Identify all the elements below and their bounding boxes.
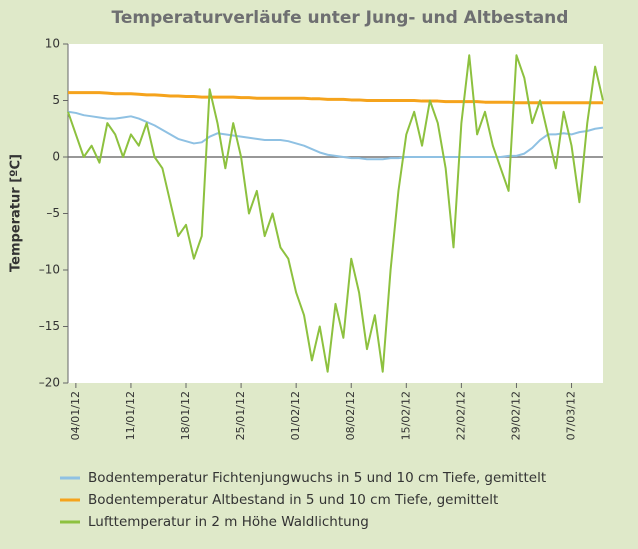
x-tick-label: 04/01/12 [69, 391, 82, 440]
x-tick-label: 18/01/12 [179, 391, 192, 440]
y-tick-label: –10 [39, 263, 60, 277]
legend-label: Bodentemperatur Altbestand in 5 und 10 c… [88, 492, 498, 508]
series-line [67, 110, 604, 161]
y-axis-label: Temperatur [ºC] [9, 154, 24, 272]
y-tick-label: 0 [52, 150, 60, 164]
series-line [67, 54, 604, 373]
x-tick-label: 11/01/12 [124, 391, 137, 440]
y-tick-label: 10 [45, 37, 60, 51]
y-tick-label: 5 [52, 93, 60, 107]
x-tick-label: 25/01/12 [234, 391, 247, 440]
legend-label: Bodentemperatur Fichtenjungwuchs in 5 un… [88, 470, 546, 486]
x-tick-label: 01/02/12 [289, 391, 302, 440]
y-tick-label: –15 [39, 319, 60, 333]
legend-label: Lufttemperatur in 2 m Höhe Waldlichtung [88, 514, 369, 530]
x-tick-label: 15/02/12 [399, 391, 412, 440]
y-tick-label: –5 [46, 206, 60, 220]
y-tick-label: –20 [39, 376, 60, 390]
x-tick-label: 29/02/12 [509, 391, 522, 440]
x-tick-label: 08/02/12 [344, 391, 357, 440]
x-tick-label: 07/03/12 [565, 391, 578, 440]
chart-title: Temperaturverläufe unter Jung- und Altbe… [112, 8, 569, 28]
x-tick-label: 22/02/12 [454, 391, 467, 440]
